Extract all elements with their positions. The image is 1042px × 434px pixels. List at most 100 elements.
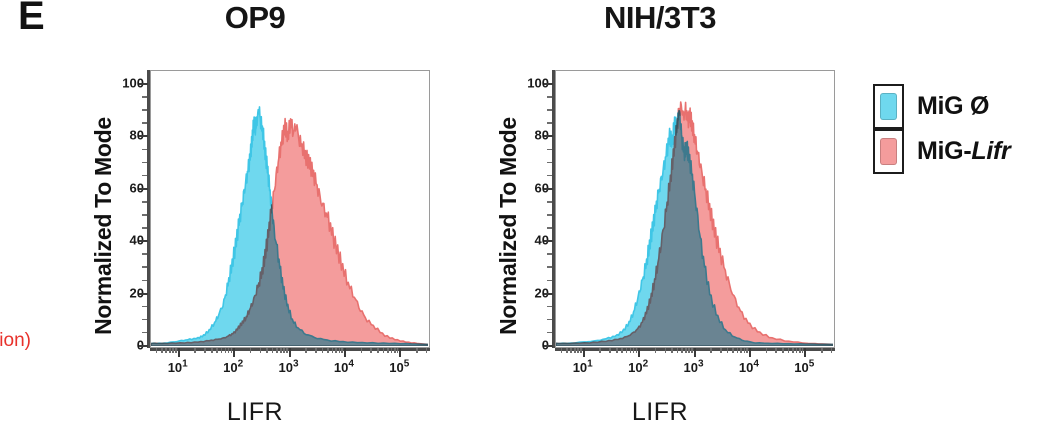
x-axis-minor-tick (220, 348, 223, 353)
x-axis-tick (638, 348, 641, 357)
y-axis-tick (544, 292, 553, 295)
y-axis-minor-tick (547, 174, 552, 177)
legend-item-mig-lifr[interactable]: MiG-Lifr (873, 129, 1011, 174)
y-tick-label: 100 (527, 75, 549, 91)
y-axis-minor-tick (547, 148, 552, 151)
y-axis-minor-tick (547, 318, 552, 321)
x-axis-minor-tick (271, 348, 274, 353)
x-tick-label: 101 (572, 358, 593, 375)
x-axis-tick (582, 348, 585, 357)
x-axis-minor-tick (415, 348, 418, 353)
x-axis-tick (399, 348, 402, 357)
x-axis-minor-tick (820, 348, 823, 353)
x-axis-minor-tick (259, 348, 262, 353)
y-axis-minor-tick (547, 161, 552, 164)
x-axis-minor-tick (671, 348, 674, 353)
x-axis-minor-tick (211, 348, 213, 353)
x-axis-minor-tick (743, 348, 746, 353)
y-axis-minor-tick (547, 214, 552, 216)
x-axis-minor-tick (216, 348, 219, 353)
histogram-area-mig-empty (556, 110, 833, 346)
x-tick-label: 104 (738, 358, 759, 375)
y-axis-spine-nih3t3 (552, 70, 555, 348)
x-axis-minor-tick (801, 348, 804, 353)
chart-panel-op9: OP9 Normalized To Mode 020406080100 1011… (80, 0, 430, 434)
y-axis-minor-tick (547, 109, 552, 111)
x-axis-minor-tick (740, 348, 742, 353)
histogram-curves-nih3t3 (556, 101, 833, 346)
y-tick-label: 20 (129, 285, 144, 301)
y-axis-tick (139, 345, 148, 347)
x-axis-tick (288, 348, 291, 357)
x-tick-label: 102 (223, 358, 244, 375)
x-axis-minor-tick (155, 348, 158, 353)
y-axis-minor-tick (547, 200, 552, 203)
x-tick-label: 105 (794, 358, 815, 375)
x-axis-minor-tick (719, 348, 722, 353)
y-axis-minor-tick (142, 318, 147, 321)
x-axis-minor-tick (574, 348, 576, 353)
x-axis-minor-tick (314, 348, 317, 353)
x-axis-title-nih3t3: LIFR (631, 398, 689, 426)
x-axis-minor-tick (396, 348, 399, 353)
x-axis-minor-tick (798, 348, 801, 353)
x-axis-minor-tick (249, 348, 252, 353)
legend-label-mig-lifr: MiG-Lifr (917, 137, 1011, 166)
y-axis-minor-tick (547, 122, 552, 124)
x-axis-minor-tick (335, 348, 337, 353)
x-axis-minor-tick (390, 348, 393, 353)
x-axis-minor-tick (338, 348, 341, 353)
x-axis-minor-tick (782, 348, 784, 353)
x-axis-minor-tick (172, 348, 174, 353)
x-axis-minor-tick (370, 348, 372, 353)
y-axis-tick (139, 187, 148, 190)
x-axis-minor-tick (230, 348, 233, 353)
y-axis-minor-tick (142, 109, 147, 111)
y-axis-minor-tick (547, 266, 552, 269)
legend-swatch-box-cyan (873, 84, 904, 129)
y-axis-minor-tick (142, 214, 147, 216)
y-axis-title-op9: Normalized To Mode (90, 56, 116, 396)
y-axis-minor-tick (547, 96, 552, 98)
x-axis-minor-tick (684, 348, 687, 353)
legend-swatch-box-pink (873, 129, 904, 174)
x-axis-minor-tick (621, 348, 624, 353)
y-axis-minor-tick (142, 305, 147, 308)
caption-fragment: tion) (0, 330, 31, 351)
y-axis-minor-tick (142, 122, 147, 124)
chart-title-nih3t3: NIH/3T3 (604, 0, 716, 35)
x-axis-minor-tick (625, 348, 628, 353)
x-axis-minor-tick (609, 348, 611, 353)
y-axis-minor-tick (142, 279, 147, 282)
x-tick-label: 102 (628, 358, 649, 375)
plot-area-nih3t3 (555, 70, 835, 348)
y-axis-tick (544, 187, 553, 190)
legend-item-mig-empty[interactable]: MiG Ø (873, 84, 1010, 129)
x-axis-minor-tick (616, 348, 618, 353)
x-axis-minor-tick (664, 348, 667, 353)
y-tick-label: 100 (122, 75, 144, 91)
y-axis-minor-tick (142, 96, 147, 98)
x-axis-minor-tick (830, 348, 833, 353)
x-axis-minor-tick (175, 348, 177, 353)
x-axis-minor-tick (632, 348, 635, 353)
x-axis-minor-tick (331, 348, 334, 353)
x-axis-minor-tick (732, 348, 734, 353)
y-axis-tick (139, 292, 148, 295)
x-axis-minor-tick (227, 348, 230, 353)
x-axis-minor-tick (276, 348, 278, 353)
y-axis-minor-tick (142, 174, 147, 177)
y-axis-minor-tick (547, 227, 552, 229)
x-axis-tick (748, 348, 751, 357)
x-axis-minor-tick (161, 348, 163, 353)
x-tick-label: 104 (333, 358, 354, 375)
square-swatch-icon-cyan (880, 93, 897, 120)
x-axis-minor-tick (635, 348, 638, 353)
x-axis-minor-tick (765, 348, 768, 353)
chart-panel-nih3t3: NIH/3T3 Normalized To Mode 020406080100 … (485, 0, 835, 434)
x-axis-minor-tick (425, 348, 428, 353)
x-axis-minor-tick (165, 348, 168, 353)
legend: MiG Ø MiG-Lifr (873, 84, 1011, 174)
square-swatch-icon-pink (880, 138, 897, 165)
y-axis-tick (139, 83, 148, 86)
